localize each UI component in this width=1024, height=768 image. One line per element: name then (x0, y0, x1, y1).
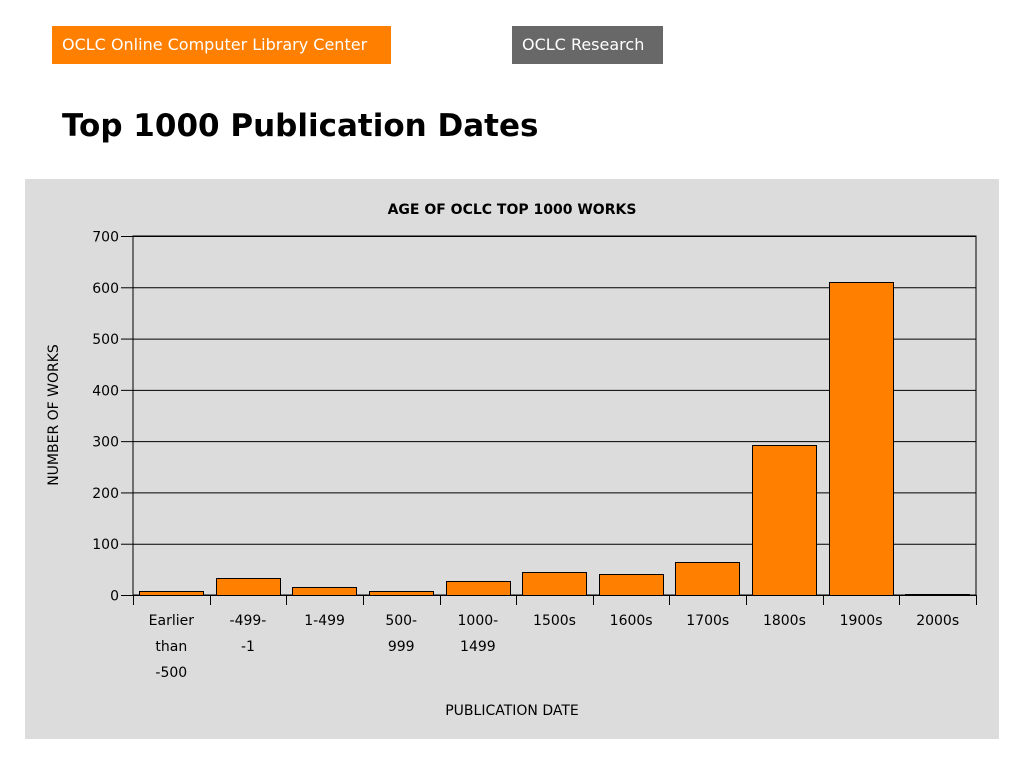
y-tick-label: 0 (110, 589, 119, 605)
y-tick-label: 600 (92, 281, 119, 297)
bar-10 (905, 594, 970, 596)
x-tick-label-line: 1500s (533, 613, 576, 629)
x-tick-label-line: -500 (155, 665, 187, 681)
bar-8 (752, 445, 817, 596)
y-axis-label: NUMBER OF WORKS (46, 344, 62, 486)
chart-title: AGE OF OCLC TOP 1000 WORKS (388, 202, 637, 218)
bar-6 (599, 574, 664, 596)
x-tick-label-line: 1-499 (304, 613, 345, 629)
x-tick-label-line: 1499 (460, 639, 496, 655)
y-tick-label: 100 (92, 537, 119, 553)
x-tick-label-line: -499- (230, 613, 267, 629)
oclc-research-link[interactable]: OCLC Research (512, 26, 663, 64)
chart-panel: AGE OF OCLC TOP 1000 WORKS PUBLICATION D… (25, 179, 999, 739)
x-tick-label: 1700s (686, 613, 729, 629)
x-axis-label: PUBLICATION DATE (445, 703, 579, 719)
y-tick-label: 200 (92, 486, 119, 502)
x-tick-label: 1000- 1499 (458, 613, 499, 655)
x-tick-label-line: 1800s (763, 613, 806, 629)
x-tick-label: 1-499 (304, 613, 345, 629)
x-tick-label: 1600s (610, 613, 653, 629)
oclc-home-link[interactable]: OCLC Online Computer Library Center (52, 26, 391, 64)
x-tick-label-line: 999 (388, 639, 415, 655)
bar-5 (522, 572, 587, 596)
x-tick-label-line: Earlier (149, 613, 195, 629)
x-tick-label: 1800s (763, 613, 806, 629)
x-tick-label-line: 2000s (916, 613, 959, 629)
bar-2 (292, 587, 357, 596)
bar-9 (829, 282, 894, 596)
x-tick-label-line: 1900s (840, 613, 883, 629)
x-tick-label: Earlier than -500 (149, 613, 195, 681)
x-tick-label: 1900s (840, 613, 883, 629)
plot-area: 0 100 200 300 400 500 600 700 Earlier than -500 -49… (92, 230, 977, 681)
bar-0 (139, 591, 204, 596)
x-tick-label-line: 1600s (610, 613, 653, 629)
x-tick-label-line: than (155, 639, 187, 655)
y-tick-label: 500 (92, 332, 119, 348)
x-tick-label-line: 1000- (458, 613, 499, 629)
x-tick-label-line: 1700s (686, 613, 729, 629)
page-title: Top 1000 Publication Dates (62, 108, 539, 144)
x-tick-label: 1500s (533, 613, 576, 629)
x-tick-label-line: -1 (241, 639, 255, 655)
bar-1 (216, 578, 281, 596)
y-tick-label: 400 (92, 383, 119, 399)
bar-4 (446, 581, 511, 596)
bar-7 (675, 562, 740, 596)
x-tick-label-line: 500- (385, 613, 417, 629)
y-tick-label: 300 (92, 435, 119, 451)
bar-3 (369, 591, 434, 596)
bar-chart: AGE OF OCLC TOP 1000 WORKS PUBLICATION D… (46, 202, 977, 719)
x-tick-label: 2000s (916, 613, 959, 629)
y-tick-label: 700 (92, 230, 119, 246)
x-tick-label: -499- -1 (230, 613, 267, 655)
x-tick-label: 500- 999 (385, 613, 417, 655)
